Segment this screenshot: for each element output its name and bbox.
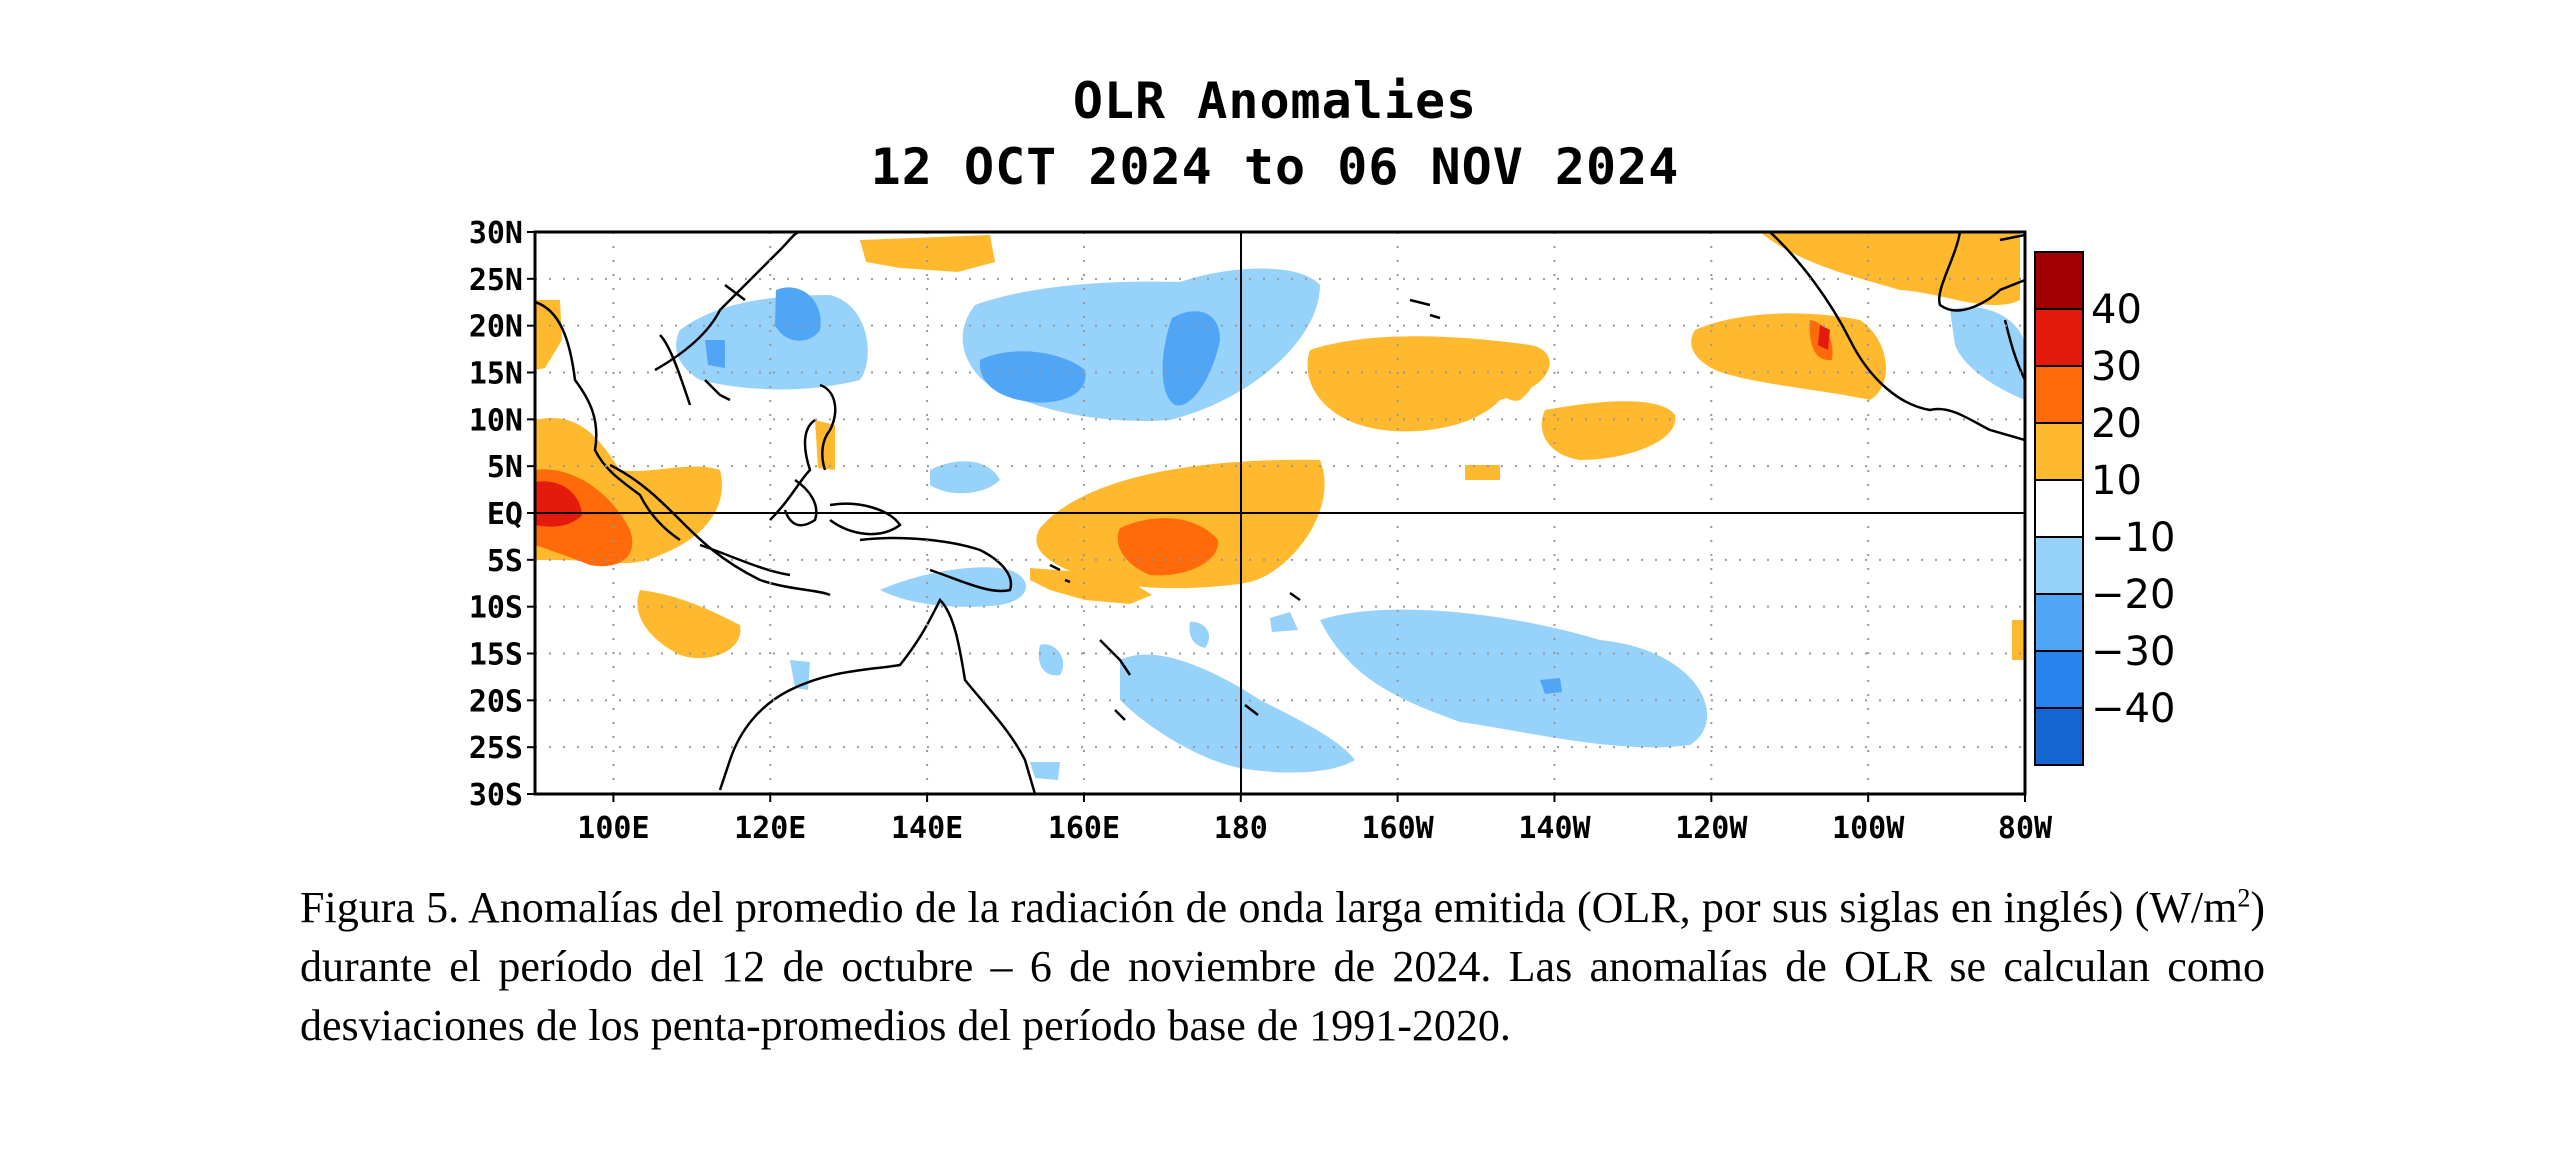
moderate-negative-areas xyxy=(705,287,1562,694)
lon-label: 140E xyxy=(891,811,963,846)
chart-title: OLR Anomalies xyxy=(1072,72,1478,130)
lat-label: EQ xyxy=(487,497,523,532)
colorbar-label: −40 xyxy=(2091,686,2175,732)
lat-label: 10N xyxy=(469,403,523,438)
colorbar-swatch xyxy=(2034,536,2084,595)
latitude-axis-labels: 30N 25N 20N 15N 10N 5N EQ 5S 10S 15S 20S 25S 30S xyxy=(469,216,523,813)
lon-label: 140W xyxy=(1518,811,1591,846)
lat-label: 25S xyxy=(469,731,523,766)
lon-label: 160E xyxy=(1048,811,1120,846)
colorbar-swatch xyxy=(2034,707,2084,766)
olr-anomaly-map: 30N 25N 20N 15N 10N 5N EQ 5S 10S 15S 20S 25S 30S 100… xyxy=(469,216,2176,846)
very-strong-positive-areas xyxy=(535,325,1830,527)
colorbar-label: −10 xyxy=(2091,515,2175,561)
lat-label: 30N xyxy=(469,216,523,251)
lat-label: 5N xyxy=(487,450,523,485)
positive-anomaly-areas xyxy=(535,232,2025,660)
lon-label: 180 xyxy=(1214,811,1268,846)
lat-label: 20N xyxy=(469,310,523,345)
lon-label: 100E xyxy=(577,811,649,846)
chart-subtitle-dates: 12 OCT 2024 to 06 NOV 2024 xyxy=(870,138,1680,196)
colorbar-label: 10 xyxy=(2091,458,2142,504)
colorbar-label: −30 xyxy=(2091,629,2175,675)
lat-label: 25N xyxy=(469,263,523,298)
lon-label: 160W xyxy=(1362,811,1435,846)
lat-label: 10S xyxy=(469,591,523,626)
caption-text-part2: ) durante el período del 12 de octubre –… xyxy=(300,883,2265,1050)
colorbar-labels: 40 30 20 10 −10 −20 −30 −40 xyxy=(2091,287,2175,732)
colorbar-swatch xyxy=(2034,308,2084,367)
colorbar-swatch xyxy=(2034,251,2084,310)
colorbar-swatch xyxy=(2034,422,2084,481)
lat-label: 15S xyxy=(469,638,523,673)
lon-label: 120E xyxy=(734,811,806,846)
caption-text-part1: Figura 5. Anomalías del promedio de la r… xyxy=(300,883,2238,932)
lat-label: 5S xyxy=(487,544,523,579)
colorbar-swatch xyxy=(2034,593,2084,652)
axis-ticks xyxy=(527,231,2026,802)
colorbar-label: −20 xyxy=(2091,572,2175,618)
lon-label: 100W xyxy=(1832,811,1905,846)
caption-superscript: 2 xyxy=(2237,883,2251,913)
lon-label: 80W xyxy=(1998,811,2053,846)
figure-caption: Figura 5. Anomalías del promedio de la r… xyxy=(300,878,2265,1055)
colorbar-legend xyxy=(2034,251,2084,766)
colorbar-swatch xyxy=(2034,650,2084,709)
lon-label: 120W xyxy=(1675,811,1748,846)
anomaly-field xyxy=(535,232,2025,794)
lat-label: 30S xyxy=(469,778,523,813)
lat-label: 20S xyxy=(469,684,523,719)
colorbar-swatch xyxy=(2034,479,2084,538)
colorbar-swatch xyxy=(2034,365,2084,424)
colorbar-label: 20 xyxy=(2091,401,2142,447)
coastlines xyxy=(535,232,2025,794)
colorbar-label: 30 xyxy=(2091,344,2142,390)
lat-label: 15N xyxy=(469,357,523,392)
colorbar-label: 40 xyxy=(2091,287,2142,333)
longitude-axis-labels: 100E 120E 140E 160E 180 160W 140W 120W 100W 80W xyxy=(577,811,2053,846)
